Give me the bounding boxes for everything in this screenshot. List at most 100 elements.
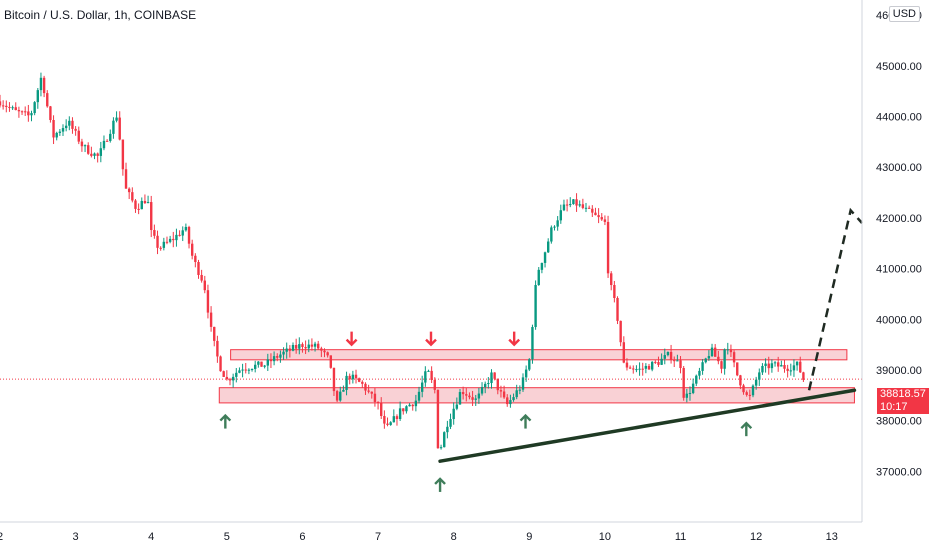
projection-path [807, 207, 863, 391]
candle-body [102, 140, 106, 149]
candle-body [405, 406, 408, 412]
candle-body [666, 351, 670, 356]
candle-body [140, 200, 143, 210]
candle-body [200, 274, 203, 281]
resistance-zone [230, 349, 848, 361]
candle-body [294, 344, 298, 349]
candle-body [80, 141, 84, 147]
candle-body [773, 362, 777, 364]
candle-body [644, 365, 648, 369]
y-tick-label: 45000.00 [876, 61, 922, 73]
candle-body [36, 90, 40, 103]
candle-body [537, 269, 540, 285]
candle-body [436, 389, 440, 449]
candle-body [572, 199, 575, 205]
up-arrow-icon [434, 477, 446, 492]
candle-body [795, 361, 799, 366]
candle-body [613, 285, 616, 298]
candle-body [786, 368, 789, 371]
candle-body [64, 125, 68, 129]
candle-body [272, 356, 276, 362]
candle-body [291, 344, 295, 351]
time-axis: 2 3 4 5 6 7 8 9 10 11 12 13 [0, 521, 862, 543]
candle-body [553, 226, 556, 228]
y-tick-label: 37000.00 [876, 466, 922, 478]
candle-body [354, 374, 358, 379]
candles-layer [0, 72, 805, 450]
candle-body [534, 284, 537, 328]
candle-body [471, 397, 474, 400]
price-axis: 37000.00 38000.00 39000.00 40000.00 41000.00… [861, 0, 922, 522]
candle-body [216, 340, 219, 357]
candle-body [559, 210, 563, 221]
candle-body [726, 349, 729, 351]
candle-body [802, 372, 805, 380]
candle-body [780, 365, 783, 367]
candle-body [420, 382, 424, 392]
candle-body [789, 370, 792, 372]
candle-body [603, 219, 607, 222]
candle-body [745, 392, 748, 395]
candle-body [499, 390, 503, 392]
candle-body [483, 383, 487, 388]
candle-body [742, 385, 745, 393]
candle-body [269, 359, 273, 362]
arrows-layer [219, 331, 753, 492]
candle-body [591, 208, 594, 213]
candle-body [496, 378, 499, 391]
candle-body [74, 128, 77, 131]
candle-body [663, 355, 666, 359]
candle-body [276, 356, 279, 358]
candle-body [389, 422, 392, 425]
y-tick-label: 43000.00 [876, 162, 922, 174]
candle-body [131, 192, 134, 201]
candle-body [118, 117, 121, 140]
candle-body [162, 241, 166, 248]
candle-body [351, 374, 355, 380]
candle-body [49, 106, 52, 121]
candle-body [635, 369, 638, 371]
candle-body [524, 369, 528, 378]
candle-body [68, 120, 71, 126]
candle-body [380, 402, 383, 416]
candle-body [27, 111, 30, 116]
candle-body [39, 77, 43, 91]
candle-body [55, 132, 58, 138]
candle-body [622, 342, 626, 363]
candle-body [235, 372, 238, 377]
candle-body [348, 375, 351, 380]
candle-body [764, 363, 767, 366]
up-arrow-icon [519, 413, 532, 429]
candle-body [657, 362, 660, 365]
candle-body [310, 344, 314, 347]
x-tick-label: 9 [526, 531, 532, 543]
last-price-value: 38818.57 [880, 388, 926, 400]
candle-body [241, 369, 244, 371]
support-trendline [438, 388, 857, 463]
candle-body [754, 379, 758, 386]
candle-body [395, 416, 399, 420]
annotation-lines-layer [438, 207, 863, 463]
candle-body [288, 348, 292, 351]
candle-body [433, 379, 436, 390]
x-tick-label: 8 [451, 531, 457, 543]
candle-body [619, 320, 622, 343]
candle-body [282, 351, 285, 355]
candle-body [323, 350, 326, 353]
candle-body [547, 241, 550, 253]
candle-body [518, 389, 522, 391]
candle-body [197, 262, 200, 275]
candle-body [11, 107, 14, 109]
candle-body [335, 391, 339, 401]
candle-body [146, 202, 150, 204]
y-tick-label: 38000.00 [876, 416, 922, 428]
candle-body [320, 348, 323, 351]
candle-body [30, 113, 33, 116]
candle-body [528, 359, 531, 370]
candle-body [238, 370, 241, 373]
candle-body [402, 408, 405, 412]
candle-body [178, 234, 181, 236]
currency-badge[interactable]: USD [888, 6, 920, 22]
candle-body [594, 212, 597, 216]
